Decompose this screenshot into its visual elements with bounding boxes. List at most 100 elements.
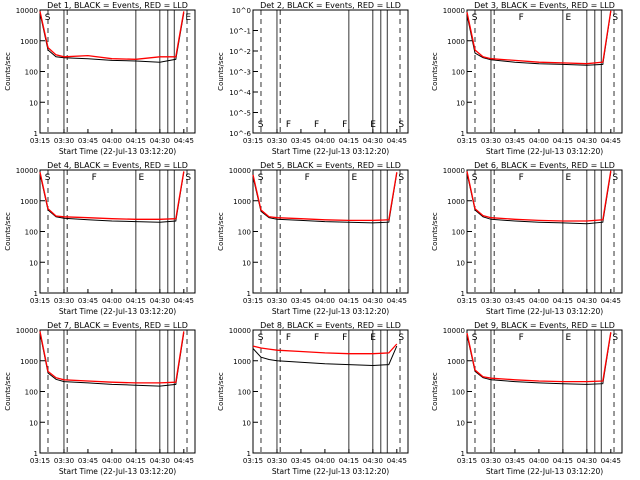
plot-title-7: Det 7, BLACK = Events, RED = LLD (47, 321, 188, 330)
region-label-8-3: F (342, 333, 347, 343)
x-axis-label-7: Start Time (22-Jul-13 03:12:20) (59, 467, 176, 476)
x-tick-label-9-5: 04:30 (577, 457, 597, 465)
x-tick-label-6-1: 03:30 (481, 297, 501, 305)
plot-frame-3 (466, 9, 623, 134)
plot-frame-2 (252, 9, 409, 134)
y-tick-label-2-2: 10^-2 (229, 48, 251, 56)
x-tick-label-6-5: 04:30 (577, 297, 597, 305)
y-tick-label-7-0: 1 (34, 450, 38, 458)
x-tick-label-4-6: 04:45 (174, 297, 194, 305)
series-line-4-lld (39, 171, 185, 220)
x-tick-label-3-6: 04:45 (601, 137, 621, 145)
y-tick-label-2-5: 10^-5 (229, 110, 251, 118)
x-tick-label-6-3: 04:00 (529, 297, 549, 305)
y-tick-label-4-4: 10000 (16, 167, 38, 175)
y-tick-label-1-4: 10000 (16, 7, 38, 15)
y-tick-label-6-4: 10000 (443, 167, 465, 175)
y-axis-label-1: Counts/sec (4, 52, 12, 91)
y-tick-label-3-1: 10 (456, 99, 465, 107)
x-tick-label-7-0: 03:15 (30, 457, 50, 465)
region-label-2-4: E (370, 120, 376, 130)
region-label-4-0: S (45, 173, 51, 183)
region-label-2-2: F (314, 120, 319, 130)
x-tick-label-5-0: 03:15 (243, 297, 263, 305)
y-tick-label-4-1: 10 (29, 259, 38, 267)
y-tick-label-5-3: 1000 (233, 198, 251, 206)
region-label-6-2: E (566, 173, 572, 183)
x-tick-label-3-2: 03:45 (505, 137, 525, 145)
series-line-1-lld (39, 11, 185, 60)
x-tick-label-1-6: 04:45 (174, 137, 194, 145)
y-tick-label-3-2: 100 (452, 69, 465, 77)
region-label-2-0: S (258, 120, 264, 130)
x-tick-label-7-2: 03:45 (78, 457, 98, 465)
region-label-2-3: F (342, 120, 347, 130)
y-tick-label-7-2: 100 (25, 389, 38, 397)
x-tick-label-2-0: 03:15 (243, 137, 263, 145)
x-tick-label-2-3: 04:00 (315, 137, 335, 145)
y-tick-label-8-0: 1 (247, 450, 251, 458)
series-line-9-lld (466, 332, 612, 383)
y-tick-label-6-0: 1 (461, 290, 465, 298)
region-label-3-3: S (612, 13, 618, 23)
series-line-5-lld (252, 172, 398, 222)
x-tick-label-7-1: 03:30 (54, 457, 74, 465)
series-line-3-lld (466, 10, 612, 65)
x-tick-label-8-0: 03:15 (243, 457, 263, 465)
region-label-5-1: F (305, 173, 310, 183)
x-tick-label-5-4: 04:15 (339, 297, 359, 305)
plot-frame-8 (252, 329, 409, 454)
y-tick-label-8-3: 1000 (233, 358, 251, 366)
x-tick-label-4-5: 04:30 (150, 297, 170, 305)
x-axis-label-9: Start Time (22-Jul-13 03:12:20) (486, 467, 603, 476)
y-tick-label-1-2: 100 (25, 69, 38, 77)
y-tick-label-9-0: 1 (461, 450, 465, 458)
y-tick-label-5-1: 10 (242, 259, 251, 267)
plot-title-5: Det 5, BLACK = Events, RED = LLD (260, 161, 401, 170)
x-tick-label-7-6: 04:45 (174, 457, 194, 465)
x-tick-label-4-1: 03:30 (54, 297, 74, 305)
series-line-5-events (252, 172, 398, 224)
y-axis-label-6: Counts/sec (431, 212, 439, 251)
series-line-7-events (39, 332, 185, 387)
region-label-3-0: S (472, 13, 478, 23)
plot-title-1: Det 1, BLACK = Events, RED = LLD (47, 1, 188, 10)
x-tick-label-3-5: 04:30 (577, 137, 597, 145)
series-line-6-events (466, 172, 612, 225)
region-label-6-1: F (519, 173, 524, 183)
region-label-8-5: S (398, 333, 404, 343)
series-line-3-events (466, 11, 612, 66)
y-tick-label-2-0: 10^0 (232, 7, 251, 15)
y-tick-label-2-6: 10^-6 (229, 130, 251, 138)
x-axis-label-3: Start Time (22-Jul-13 03:12:20) (486, 147, 603, 156)
x-tick-label-5-1: 03:30 (267, 297, 287, 305)
y-tick-label-4-2: 100 (25, 229, 38, 237)
x-tick-label-3-1: 03:30 (481, 137, 501, 145)
plot-title-9: Det 9, BLACK = Events, RED = LLD (474, 321, 615, 330)
region-label-9-1: F (519, 333, 524, 343)
region-label-3-2: E (566, 13, 572, 23)
plot-title-6: Det 6, BLACK = Events, RED = LLD (474, 161, 615, 170)
plot-title-8: Det 8, BLACK = Events, RED = LLD (260, 321, 401, 330)
region-label-6-3: S (612, 173, 618, 183)
x-tick-label-4-3: 04:00 (102, 297, 122, 305)
x-tick-label-1-1: 03:30 (54, 137, 74, 145)
y-tick-label-2-4: 10^-4 (229, 89, 251, 97)
plot-title-3: Det 3, BLACK = Events, RED = LLD (474, 1, 615, 10)
series-line-6-lld (466, 170, 612, 222)
region-label-4-2: E (139, 173, 145, 183)
y-tick-label-3-3: 1000 (447, 38, 465, 46)
x-tick-label-6-2: 03:45 (505, 297, 525, 305)
plot-frame-1 (39, 9, 196, 134)
x-tick-label-8-2: 03:45 (291, 457, 311, 465)
region-label-1-1: E (185, 13, 191, 23)
region-label-9-0: S (472, 333, 478, 343)
region-label-1-0: S (45, 13, 51, 23)
y-tick-label-6-2: 100 (452, 229, 465, 237)
y-tick-label-2-1: 10^-1 (229, 28, 251, 36)
x-tick-label-9-1: 03:30 (481, 457, 501, 465)
x-tick-label-2-6: 04:45 (387, 137, 407, 145)
x-tick-label-8-6: 04:45 (387, 457, 407, 465)
region-label-8-1: F (286, 333, 291, 343)
